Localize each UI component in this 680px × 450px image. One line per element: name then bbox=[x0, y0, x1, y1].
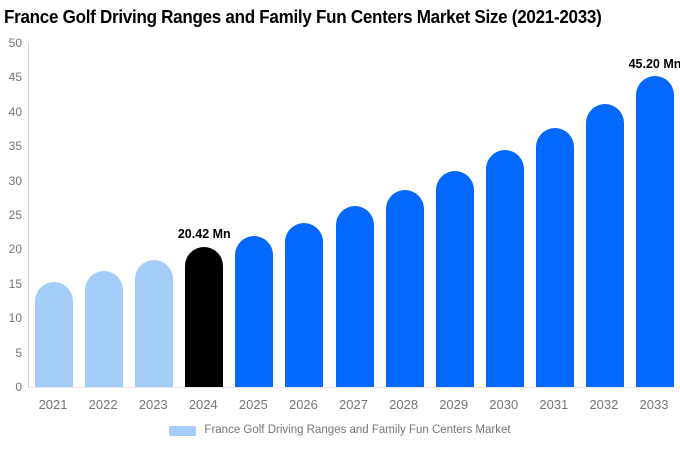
x-tick-label-2022: 2022 bbox=[88, 397, 118, 412]
y-tick-label: 10 bbox=[8, 311, 22, 326]
bar-slot bbox=[79, 43, 129, 387]
x-axis-labels: 2021 2022 2023 2024 2025 2026 2027 2028 2029 2030… bbox=[28, 398, 679, 411]
bar-2029 bbox=[435, 170, 474, 387]
bar-2027 bbox=[335, 206, 374, 387]
bar-slot bbox=[279, 43, 329, 387]
y-tick-label: 45 bbox=[8, 70, 22, 85]
x-tick-label-2028: 2028 bbox=[389, 397, 419, 412]
bar-value-label-2033: 45.20 Mn bbox=[628, 56, 680, 71]
bar-2031 bbox=[535, 128, 574, 387]
y-tick-label: 15 bbox=[8, 276, 22, 291]
y-tick-label: 50 bbox=[8, 36, 22, 50]
bar-2030 bbox=[485, 149, 524, 387]
plot-area: 20.42 Mn 45.20 Mn bbox=[28, 43, 680, 388]
y-tick-label: 25 bbox=[8, 208, 22, 222]
chart-title: France Golf Driving Ranges and Family Fu… bbox=[4, 6, 602, 27]
bar-slot: 45.20 Mn bbox=[628, 43, 680, 387]
bar-slot bbox=[480, 43, 530, 387]
bar-slot bbox=[530, 43, 580, 387]
x-tick-label-2024: 2024 bbox=[188, 397, 218, 412]
x-tick-label-2026: 2026 bbox=[288, 397, 318, 412]
y-tick-label: 5 bbox=[15, 345, 22, 360]
x-tick-label-2027: 2027 bbox=[339, 397, 368, 412]
bar-slot bbox=[380, 43, 430, 387]
bar-slot bbox=[29, 43, 79, 387]
x-tick-label-2030: 2030 bbox=[489, 397, 519, 412]
bar-slot bbox=[129, 43, 179, 387]
x-tick-label-2029: 2029 bbox=[439, 397, 469, 412]
y-tick-label: 20 bbox=[8, 242, 22, 257]
bar-slot bbox=[229, 43, 279, 387]
legend: France Golf Driving Ranges and Family Fu… bbox=[0, 424, 680, 437]
bar-slot bbox=[430, 43, 480, 387]
bar-slot: 20.42 Mn bbox=[177, 43, 231, 387]
legend-swatch bbox=[169, 425, 197, 436]
bar-slot bbox=[580, 43, 630, 387]
bar-2032 bbox=[585, 104, 624, 387]
bar-slot bbox=[329, 43, 379, 387]
x-tick-label-2032: 2032 bbox=[589, 397, 619, 412]
x-tick-label-2031: 2031 bbox=[539, 397, 569, 412]
x-tick-label-2021: 2021 bbox=[38, 397, 68, 412]
x-tick-label-2025: 2025 bbox=[238, 397, 268, 412]
y-axis: 0 5 10 15 20 25 30 35 40 45 50 bbox=[0, 37, 22, 393]
bar-2023 bbox=[135, 260, 174, 387]
bar-2022 bbox=[85, 270, 124, 387]
bar-2033 bbox=[635, 76, 674, 387]
bar-value-label-2024: 20.42 Mn bbox=[177, 227, 231, 242]
bar-2024 bbox=[185, 246, 224, 387]
bar-2026 bbox=[285, 222, 324, 387]
x-tick-label-2023: 2023 bbox=[138, 397, 168, 412]
y-tick-label: 30 bbox=[8, 173, 22, 188]
bar-2021 bbox=[35, 281, 74, 387]
bar-2025 bbox=[235, 235, 274, 387]
y-tick-label: 40 bbox=[8, 104, 22, 119]
bar-2028 bbox=[385, 189, 424, 387]
x-tick-label-2033: 2033 bbox=[639, 397, 669, 412]
y-tick-label: 0 bbox=[15, 380, 22, 394]
legend-label: France Golf Driving Ranges and Family Fu… bbox=[204, 424, 511, 436]
y-tick-label: 35 bbox=[8, 139, 22, 154]
